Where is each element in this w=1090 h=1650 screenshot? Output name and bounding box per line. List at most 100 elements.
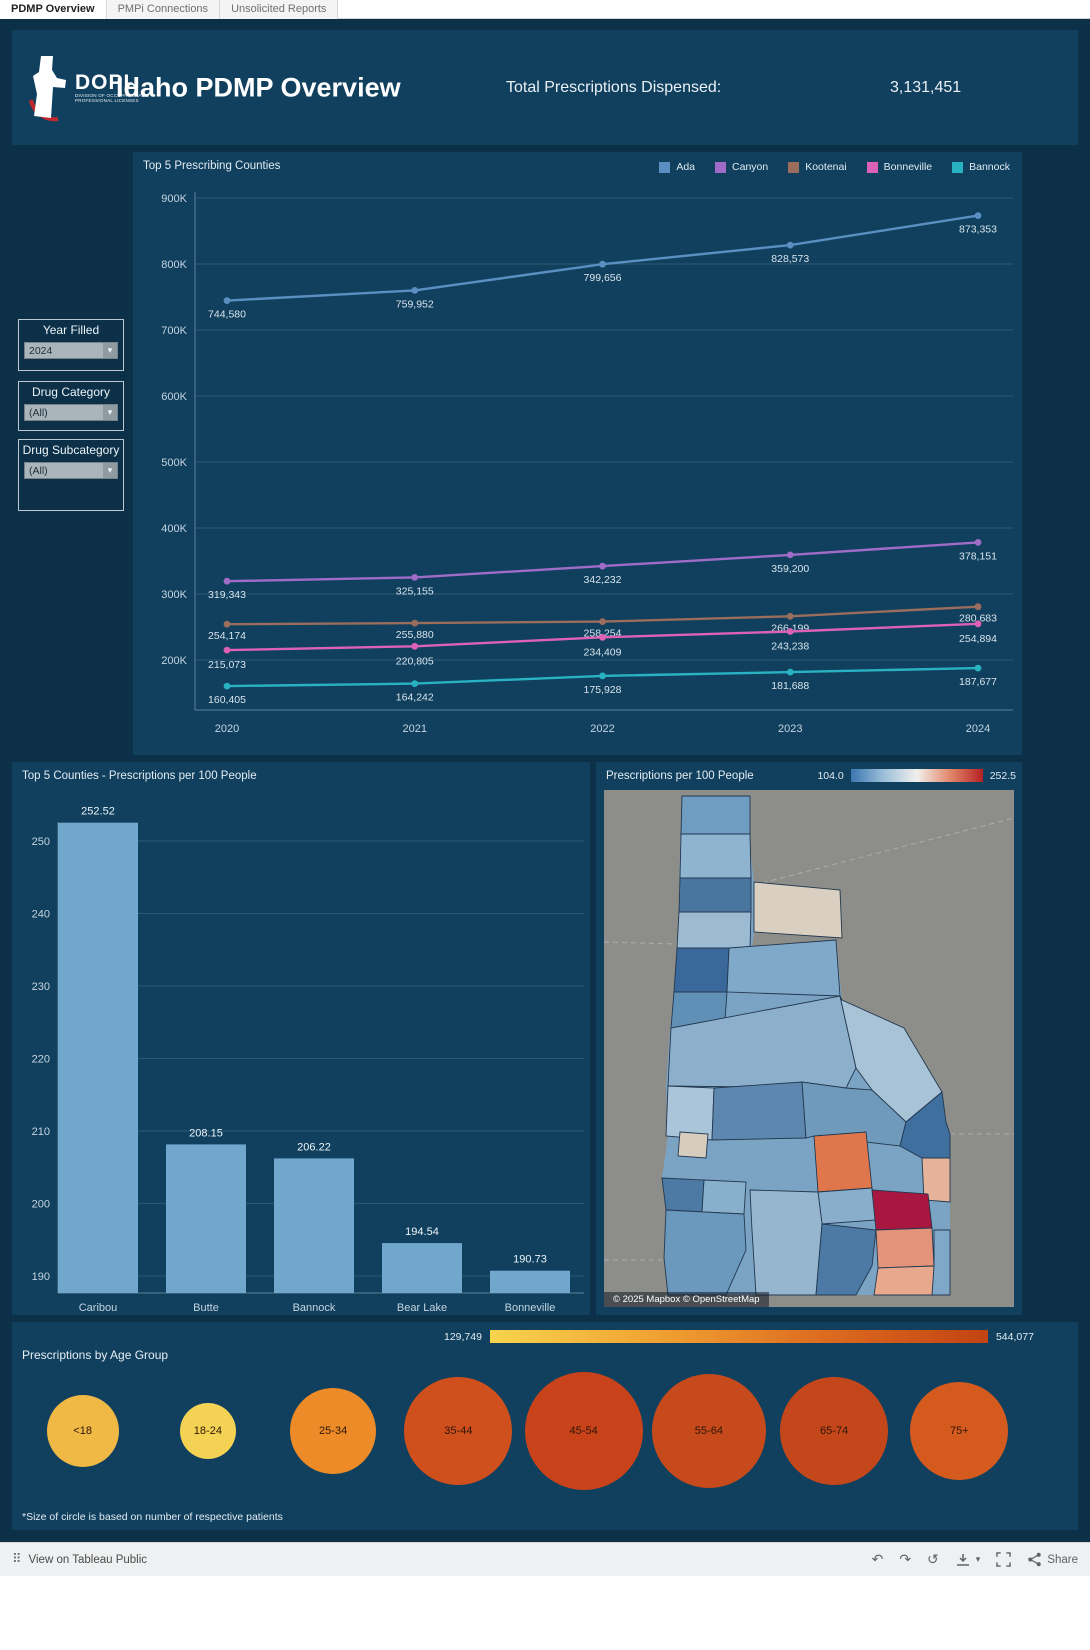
drug-category-select[interactable]: (All) ▾ [24, 404, 118, 421]
svg-text:2020: 2020 [215, 723, 239, 735]
svg-text:Bonneville: Bonneville [505, 1302, 556, 1314]
age-bubble-row: <18 18-24 25-34 35-44 45-54 55-64 65-74 75+ [20, 1366, 1022, 1496]
svg-text:187,677: 187,677 [959, 676, 997, 688]
age-group-bubble-<18[interactable]: <18 [20, 1366, 145, 1496]
prescribing-counties-panel: Top 5 Prescribing Counties Ada Canyon Ko… [133, 152, 1022, 755]
download-button[interactable]: ▾ [955, 1553, 981, 1567]
logo-acronym: DOPL [75, 70, 138, 94]
tab-unsolicited-reports[interactable]: Unsolicited Reports [220, 0, 339, 19]
map-title: Prescriptions per 100 People [606, 770, 754, 782]
age-color-legend: 129,749 544,077 [444, 1330, 1034, 1343]
age-group-label: 45-54 [569, 1425, 598, 1437]
age-group-bubble-45-54[interactable]: 45-54 [521, 1366, 646, 1496]
share-button[interactable]: Share [1027, 1552, 1078, 1567]
svg-text:Caribou: Caribou [79, 1302, 118, 1314]
total-prescriptions-label: Total Prescriptions Dispensed: [506, 78, 722, 96]
svg-text:175,928: 175,928 [584, 684, 622, 696]
filter-year-label: Year Filled [42, 323, 100, 337]
prescribing-counties-line-chart[interactable]: 900K 800K 700K 600K 500K 400K 300K 200K 2020 2021… [133, 172, 1022, 750]
diverging-gradient-bar [850, 769, 983, 782]
age-group-bubble-65-74[interactable]: 65-74 [772, 1366, 897, 1496]
per100-bar-panel: Top 5 Counties - Prescriptions per 100 P… [12, 762, 590, 1315]
filter-year-filled: Year Filled 2024 ▾ [18, 319, 124, 371]
per100-map-panel: Prescriptions per 100 People 104.0 252.5 [596, 762, 1022, 1315]
legend-item-kootenai[interactable]: Kootenai [788, 161, 847, 173]
svg-text:300K: 300K [161, 589, 187, 601]
share-label: Share [1047, 1553, 1078, 1566]
legend-item-canyon[interactable]: Canyon [715, 161, 768, 173]
age-group-bubble-35-44[interactable]: 35-44 [396, 1366, 521, 1496]
idaho-logo-icon [29, 55, 66, 121]
age-group-label: 55-64 [694, 1425, 723, 1437]
fullscreen-button[interactable] [996, 1552, 1012, 1567]
idaho-choropleth[interactable] [604, 790, 1014, 1307]
svg-text:254,174: 254,174 [208, 630, 246, 642]
legend-item-bannock[interactable]: Bannock [952, 161, 1010, 173]
drug-subcategory-select[interactable]: (All) ▾ [24, 462, 118, 479]
chevron-down-icon: ▾ [103, 343, 117, 358]
tab-pmpi-connections[interactable]: PMPi Connections [106, 0, 221, 19]
svg-text:2024: 2024 [966, 723, 990, 735]
age-footnote: *Size of circle is based on number of re… [22, 1511, 283, 1523]
age-group-bubble-55-64[interactable]: 55-64 [646, 1366, 771, 1496]
legend-label: Canyon [732, 161, 769, 173]
age-chart-title: Prescriptions by Age Group [22, 1348, 169, 1362]
chevron-down-icon: ▾ [103, 405, 117, 420]
reset-icon[interactable]: ↺ [927, 1551, 939, 1568]
svg-text:250: 250 [32, 836, 50, 848]
svg-text:215,073: 215,073 [208, 659, 246, 671]
svg-text:164,242: 164,242 [396, 692, 434, 704]
legend-item-bonneville[interactable]: Bonneville [866, 161, 932, 173]
svg-text:2021: 2021 [403, 723, 427, 735]
age-group-label: 35-44 [444, 1425, 473, 1437]
filter-subcategory-label: Drug Subcategory [22, 443, 120, 457]
svg-text:181,688: 181,688 [771, 680, 809, 692]
svg-text:378,151: 378,151 [959, 550, 997, 562]
legend-min: 129,749 [444, 1330, 482, 1343]
download-icon [956, 1553, 969, 1566]
per100-bar-chart[interactable]: 190 200 210 220 230 240 250 252.52 Caribou 208.15… [12, 762, 590, 1315]
map-attribution[interactable]: © 2025 Mapbox © OpenStreetMap [604, 1292, 769, 1307]
undo-icon[interactable]: ↶ [871, 1551, 884, 1568]
svg-text:Bear Lake: Bear Lake [397, 1302, 447, 1314]
svg-text:230: 230 [32, 981, 50, 993]
svg-text:160,405: 160,405 [208, 694, 246, 706]
svg-text:200K: 200K [161, 655, 187, 667]
svg-text:190.73: 190.73 [513, 1254, 547, 1266]
svg-text:2023: 2023 [778, 723, 802, 735]
svg-text:744,580: 744,580 [208, 309, 246, 321]
svg-text:220,805: 220,805 [396, 655, 434, 667]
year-filled-select[interactable]: 2024 ▾ [24, 342, 118, 359]
svg-text:234,409: 234,409 [584, 646, 622, 658]
legend-item-ada[interactable]: Ada [659, 161, 695, 173]
svg-text:194.54: 194.54 [405, 1226, 439, 1238]
sheet-tabbar: PDMP Overview PMPi Connections Unsolicit… [0, 0, 1090, 19]
svg-text:252.52: 252.52 [81, 806, 115, 818]
tab-pdmp-overview[interactable]: PDMP Overview [0, 0, 107, 19]
age-group-label: <18 [73, 1425, 92, 1437]
year-filled-value: 2024 [29, 345, 53, 357]
view-on-tableau-public[interactable]: ⠿ View on Tableau Public [12, 1552, 147, 1567]
page-title: Idaho PDMP Overview [116, 72, 401, 102]
legend-max: 544,077 [995, 1330, 1034, 1343]
svg-text:208.15: 208.15 [189, 1127, 223, 1139]
svg-text:220: 220 [32, 1054, 50, 1066]
svg-text:243,238: 243,238 [771, 641, 809, 653]
age-group-label: 25-34 [319, 1425, 348, 1437]
svg-text:873,353: 873,353 [959, 224, 997, 236]
chevron-down-icon: ▾ [103, 463, 117, 478]
chevron-down-icon: ▾ [975, 1554, 981, 1564]
age-group-bubble-25-34[interactable]: 25-34 [271, 1366, 396, 1496]
age-group-bubble-18-24[interactable]: 18-24 [145, 1366, 270, 1496]
legend-swatch [788, 161, 800, 173]
svg-text:828,573: 828,573 [771, 253, 809, 265]
age-group-bubble-75+[interactable]: 75+ [897, 1366, 1022, 1496]
sequential-gradient-bar [489, 1330, 988, 1343]
idaho-map[interactable]: © 2025 Mapbox © OpenStreetMap [604, 790, 1014, 1307]
county-legend: Ada Canyon Kootenai Bonneville Bannock [659, 161, 1010, 173]
filter-sidebar: Year Filled 2024 ▾ Drug Category (All) ▾… [12, 152, 130, 755]
svg-text:500K: 500K [161, 457, 187, 469]
redo-icon[interactable]: ↷ [899, 1551, 912, 1568]
svg-text:255,880: 255,880 [396, 629, 434, 641]
line-chart-title: Top 5 Prescribing Counties [143, 160, 281, 172]
